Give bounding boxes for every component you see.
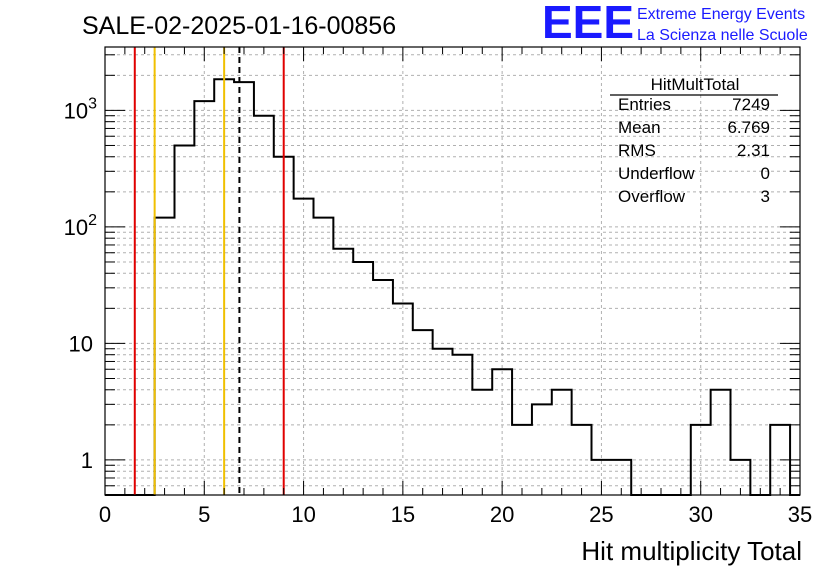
x-tick-labels: 0 5 10 15 20 25 30 35 [99, 502, 812, 527]
logo-line-2: La Scienza nelle Scuole [637, 27, 808, 44]
histogram-bin [333, 249, 353, 495]
stats-row-value: 6.769 [727, 118, 770, 137]
histogram-bin [552, 390, 572, 495]
histogram-bin [314, 218, 334, 495]
histogram-bin [175, 145, 195, 495]
x-tick-label: 30 [688, 502, 712, 527]
histogram-bin [433, 349, 453, 495]
x-axis-label: Hit multiplicity Total [581, 536, 802, 566]
logo-line-1: Extreme Energy Events [637, 6, 805, 23]
y-tick-label-exponent: 3 [88, 95, 97, 112]
stats-row-label: Mean [618, 118, 661, 137]
plot-frame [104, 46, 801, 496]
y-tick-label: 102 [64, 212, 97, 240]
stats-box: HitMultTotal Entries 7249 Mean 6.769 RMS 2.31… [610, 75, 778, 206]
histogram-bin [373, 280, 393, 495]
stats-row-value: 3 [761, 187, 770, 206]
histogram-bin [254, 116, 274, 495]
y-tick-label-base: 10 [64, 98, 88, 123]
y-tick-label-exponent: 2 [88, 212, 97, 229]
stats-row-value: 2.31 [737, 141, 770, 160]
stats-row-label: RMS [618, 141, 656, 160]
stats-title: HitMultTotal [651, 75, 740, 94]
x-tick-label: 0 [99, 502, 111, 527]
x-tick-label: 35 [788, 502, 812, 527]
histogram-bin [353, 262, 373, 495]
y-tick-label-base: 10 [64, 215, 88, 240]
histogram-bin [512, 425, 532, 495]
x-tick-label: 20 [490, 502, 514, 527]
grid-layer [105, 47, 800, 496]
stats-rows: Entries 7249 Mean 6.769 RMS 2.31 Underflow 0 Ove… [618, 95, 770, 206]
stats-row-label: Entries [618, 95, 671, 114]
bars-layer [105, 78, 800, 496]
chart-title: SALE-02-2025-01-16-00856 [82, 12, 396, 40]
y-tick-label: 1 [81, 448, 93, 473]
histogram-bin [155, 218, 175, 495]
x-tick-label: 15 [391, 502, 415, 527]
y-tick-label: 10 [69, 331, 93, 356]
stats-row-value: 7249 [732, 95, 770, 114]
eee-logo: EEE Extreme Energy Events La Scienza nel… [542, 0, 808, 48]
stats-row-label: Underflow [618, 164, 695, 183]
x-tick-label: 10 [291, 502, 315, 527]
histogram-bin [194, 101, 214, 495]
ticks-layer [104, 47, 801, 496]
vlines-layer [133, 47, 285, 495]
logo-mark: EEE [542, 0, 634, 48]
histogram-bin [234, 82, 254, 495]
histogram-outline [105, 78, 800, 496]
histogram-bin [453, 355, 473, 495]
y-tick-label: 103 [64, 95, 97, 123]
x-tick-label: 5 [198, 502, 210, 527]
histogram-bin [532, 404, 552, 495]
histogram-bin [711, 390, 731, 495]
histogram-bin [572, 425, 592, 495]
histogram-bin [492, 369, 512, 495]
histogram-bin [294, 199, 314, 495]
stats-row-value: 0 [761, 164, 770, 183]
stats-row-label: Overflow [618, 187, 686, 206]
histogram-bin [413, 330, 433, 495]
histogram-bin [472, 390, 492, 495]
x-tick-label: 25 [589, 502, 613, 527]
histogram-bin [393, 304, 413, 495]
